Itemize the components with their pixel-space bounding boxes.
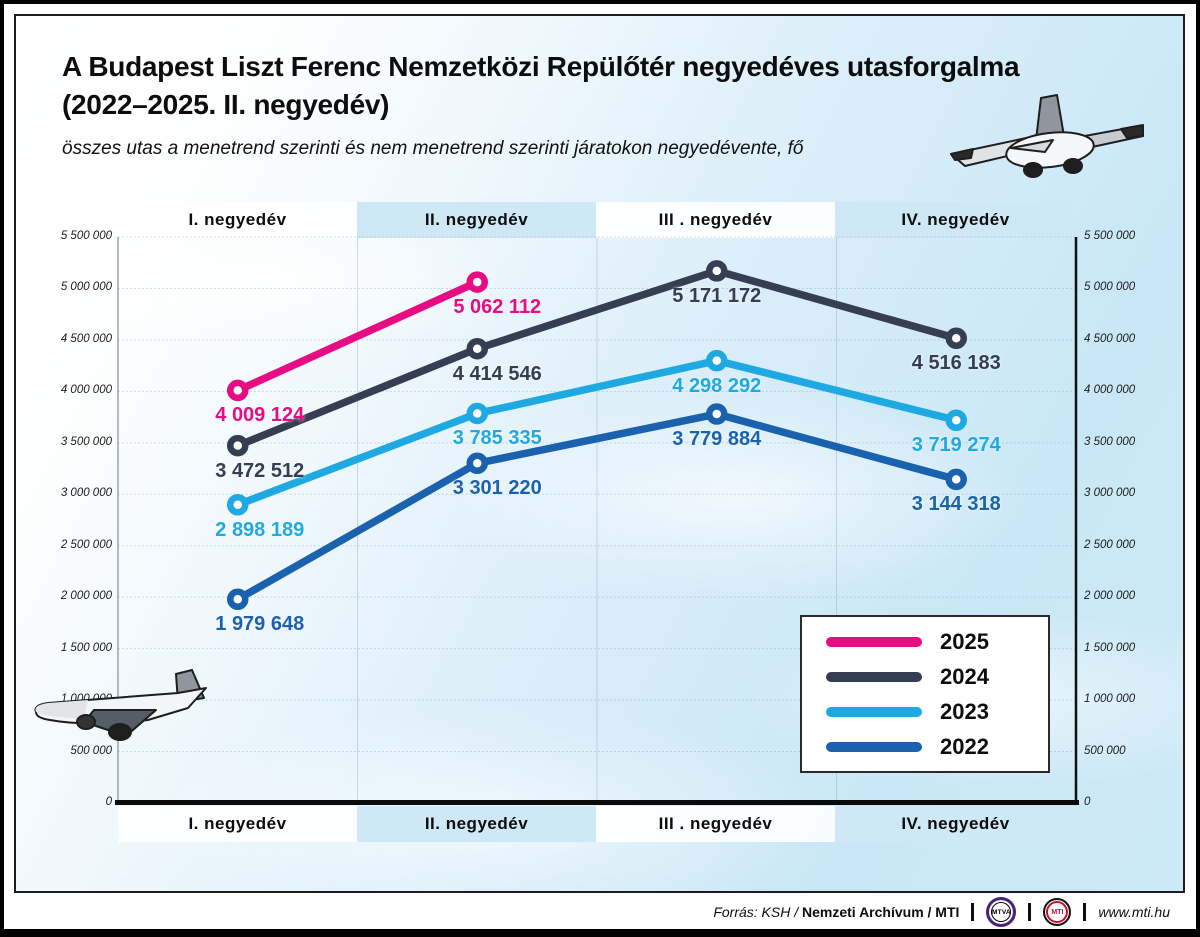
y-tick-label-left: 4 000 000 <box>60 384 112 397</box>
page-title: A Budapest Liszt Ferenc Nemzetközi Repül… <box>62 48 1022 124</box>
quarter-header-q2: II. negyedév <box>357 202 596 238</box>
mtva-logo-icon: MTVA <box>986 897 1017 927</box>
value-label-2024-q2: 4 414 546 <box>452 362 542 385</box>
footer-divider <box>971 903 975 921</box>
quarter-header-q4: IV. negyedév <box>835 202 1076 238</box>
value-label-2023-q1: 2 898 189 <box>215 518 305 541</box>
footer-bar: Forrás: KSH / Nemzeti Archívum / MTI MTV… <box>0 896 1186 928</box>
y-tick-label-left: 2 500 000 <box>60 538 112 551</box>
y-tick-label-left: 3 500 000 <box>60 435 112 448</box>
series-line-2022 <box>234 410 960 604</box>
value-label-2025-q2: 5 062 112 <box>453 296 542 319</box>
data-point-2022-q3 <box>706 403 728 425</box>
title-line-2: (2022–2025. II. negyedév) <box>62 89 390 120</box>
value-label-2024-q1: 3 472 512 <box>215 459 305 482</box>
y-tick-label-right: 3 000 000 <box>1084 487 1136 500</box>
y-tick-label-right: 500 000 <box>1084 744 1126 757</box>
value-label-2022-q2: 3 301 220 <box>452 477 542 500</box>
y-tick-label-left: 4 500 000 <box>60 332 112 345</box>
legend-item-2024: 2024 <box>826 664 1024 690</box>
chart-legend: 2025 2024 2023 2022 <box>800 615 1050 773</box>
legend-swatch-2024 <box>826 671 922 682</box>
legend-label-2023: 2023 <box>940 698 989 724</box>
y-tick-label-left: 1 500 000 <box>60 641 112 654</box>
value-label-2023-q3: 4 298 292 <box>672 374 762 397</box>
y-tick-label-right: 2 500 000 <box>1084 538 1136 551</box>
quarter-footer-q1: I. negyedév <box>118 806 357 842</box>
airplane-side-view-icon <box>34 669 207 741</box>
legend-item-2025: 2025 <box>826 629 1024 655</box>
legend-label-2024: 2024 <box>940 663 989 689</box>
series-line-2025 <box>234 278 481 395</box>
value-label-2024-q4: 4 516 183 <box>911 352 1001 375</box>
x-axis <box>115 800 1079 805</box>
data-point-2023-q3 <box>706 349 728 372</box>
legend-label-2025: 2025 <box>940 628 989 654</box>
legend-label-2022: 2022 <box>940 733 989 759</box>
quarter-footer-q3: III . negyedév <box>596 806 835 842</box>
legend-item-2022: 2022 <box>826 734 1024 760</box>
data-point-2024-q2 <box>466 337 488 360</box>
page-subtitle: összes utas a menetrend szerinti és nem … <box>62 138 804 159</box>
y-tick-label-left: 0 <box>105 796 112 808</box>
y-tick-label-right: 3 500 000 <box>1084 435 1136 448</box>
legend-item-2023: 2023 <box>826 699 1024 725</box>
source-credit: Forrás: KSH / Nemzeti Archívum / MTI <box>713 904 959 920</box>
data-point-2025-q2 <box>466 271 488 293</box>
legend-swatch-2022 <box>826 741 922 752</box>
data-point-2024-q3 <box>706 260 728 282</box>
value-label-2022-q1: 1 979 648 <box>215 613 305 636</box>
source-names: Nemzeti Archívum / MTI <box>802 904 960 920</box>
y-tick-label-right: 2 000 000 <box>1084 590 1136 603</box>
quarter-header-q1: I. negyedév <box>118 202 357 238</box>
value-label-2024-q3: 5 171 172 <box>672 284 762 307</box>
quarter-header-q3: III . negyedév <box>596 202 835 238</box>
footer-divider <box>1083 903 1087 921</box>
data-point-2023-q2 <box>466 402 488 425</box>
value-label-2025-q1: 4 009 124 <box>215 404 305 427</box>
y-tick-label-left: 5 500 000 <box>60 230 112 242</box>
data-point-2023-q4 <box>945 409 967 432</box>
legend-swatch-2023 <box>826 706 922 717</box>
y-tick-label-left: 5 000 000 <box>60 281 112 294</box>
data-point-2025-q1 <box>227 379 249 402</box>
data-point-2022-q2 <box>466 452 488 475</box>
value-label-2022-q4: 3 144 318 <box>911 493 1001 516</box>
series-line-2024 <box>234 267 960 450</box>
y-tick-label-right: 0 <box>1084 796 1091 808</box>
data-point-2022-q4 <box>945 468 967 491</box>
y-tick-label-right: 4 500 000 <box>1084 332 1136 345</box>
y-tick-label-left: 2 000 000 <box>60 590 112 603</box>
value-label-2022-q3: 3 779 884 <box>672 428 762 450</box>
y-tick-label-right: 5 000 000 <box>1084 281 1136 294</box>
y-tick-label-left: 500 000 <box>70 744 112 757</box>
series-line-2023 <box>234 356 960 509</box>
value-label-2023-q2: 3 785 335 <box>452 427 542 450</box>
data-point-2024-q4 <box>945 327 967 349</box>
source-prefix: Forrás: KSH / <box>713 904 799 920</box>
title-line-1: A Budapest Liszt Ferenc Nemzetközi Repül… <box>62 51 1020 82</box>
y-tick-label-right: 1 500 000 <box>1084 641 1136 654</box>
y-tick-label-right: 4 000 000 <box>1084 384 1136 397</box>
mti-logo-icon: MTI <box>1043 898 1072 926</box>
y-tick-label-right: 5 500 000 <box>1084 230 1136 242</box>
legend-swatch-2025 <box>826 636 922 647</box>
website-link: www.mti.hu <box>1098 904 1170 920</box>
data-point-2024-q1 <box>227 434 249 457</box>
quarter-footer-q2: II. negyedév <box>357 806 596 842</box>
quarter-footer-q4: IV. negyedév <box>835 806 1076 842</box>
y-tick-label-left: 3 000 000 <box>60 487 112 500</box>
airplane-rear-view-icon <box>950 94 1144 178</box>
data-point-2022-q1 <box>227 588 249 611</box>
value-label-2023-q4: 3 719 274 <box>911 434 1001 457</box>
footer-divider <box>1028 903 1032 921</box>
data-point-2023-q1 <box>227 494 249 516</box>
y-tick-label-right: 1 000 000 <box>1084 693 1136 706</box>
